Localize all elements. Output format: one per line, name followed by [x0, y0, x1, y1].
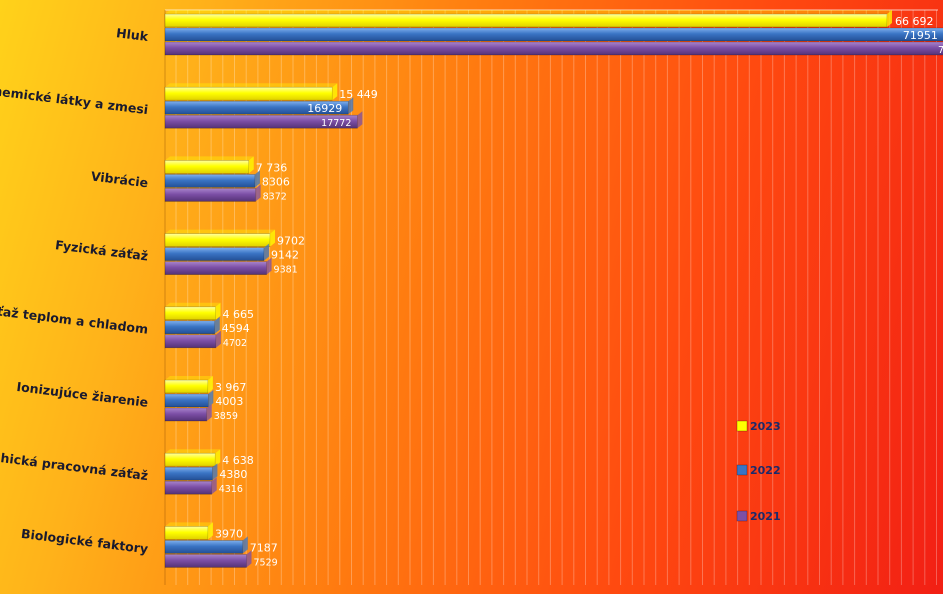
bar-2023: [164, 526, 209, 540]
bar-cap-2021: [206, 404, 212, 421]
value-label-2023: 3 967: [215, 381, 247, 394]
legend-label-2021: 2021: [750, 510, 781, 523]
bar-cap-2021: [266, 257, 272, 275]
bar-cap-2022: [263, 243, 269, 261]
legend-label-2023: 2023: [750, 420, 781, 433]
category-group: Biologické faktory 3970 7187 7529: [20, 522, 278, 568]
bar-cap-2023: [248, 156, 254, 174]
bar-2022: [164, 540, 244, 554]
bar-top-2023: [165, 522, 213, 527]
bar-2021: [164, 554, 247, 568]
bar-top-2023: [165, 156, 254, 161]
bar-top-2023: [165, 83, 338, 88]
category-label: Záťaž teplom a chladom: [0, 301, 149, 337]
bar-2021: [164, 407, 208, 422]
value-label-2023: 4 638: [222, 454, 254, 467]
value-label-2023: 66 692: [895, 15, 934, 28]
value-label-2022: 16929: [307, 102, 342, 115]
value-label-2022: 7187: [250, 541, 278, 554]
category-label: Chemické látky a zmesi: [0, 82, 149, 117]
bar-cap-2023: [270, 229, 276, 247]
value-label-2021: 7529: [254, 557, 278, 568]
bar-top-2023: [165, 376, 213, 380]
category-group: Hluk 66 6927195174746: [115, 10, 943, 56]
value-label-2022: 4003: [215, 395, 243, 408]
bar-2021: [164, 480, 213, 495]
value-label-2023: 4 665: [223, 308, 255, 321]
value-label-2021: 17772: [321, 118, 351, 129]
bar-cap-2023: [207, 376, 213, 393]
bar-2021: [164, 41, 943, 56]
bar-cap-2023: [887, 10, 892, 27]
legend: 2023 2022 2021: [736, 420, 781, 523]
bar-cap-2023: [215, 449, 221, 467]
value-label-2021: 4316: [219, 484, 243, 495]
value-label-2021: 3859: [214, 411, 238, 422]
value-label-2022: 4380: [219, 468, 247, 481]
bar-cap-2021: [211, 477, 217, 495]
value-label-2022: 8306: [262, 175, 290, 188]
bar-2021: [164, 334, 217, 349]
value-label-2021: 9381: [274, 265, 298, 276]
bar-cap-2023: [207, 522, 213, 540]
bar-top-2023: [165, 229, 276, 234]
bar-2021: [164, 261, 267, 275]
bar-cap-2022: [212, 463, 218, 481]
bar-top-2023: [165, 302, 221, 307]
bar-top-2023: [165, 10, 892, 14]
bar-top-2023: [165, 449, 221, 454]
value-label-2022: 71951: [903, 29, 938, 42]
bar-2021: [164, 188, 256, 202]
category-label: Fyzická záťaž: [54, 237, 149, 263]
bar-cap-2021: [255, 184, 261, 202]
bar-cap-2022: [254, 170, 260, 188]
legend-swatch-2021: [736, 510, 748, 522]
bar-cap-2021: [215, 330, 221, 348]
bar-cap-2022: [242, 536, 248, 554]
bar-cap-2021: [357, 111, 363, 129]
value-label-2023: 7 736: [256, 161, 288, 174]
category-label: Ionizujúce žiarenie: [16, 379, 149, 410]
bar-cap-2022: [214, 316, 220, 334]
bar-cap-2023: [215, 302, 221, 320]
bar-cap-2021: [246, 550, 252, 568]
value-label-2023: 9702: [277, 235, 305, 248]
bar-2022: [164, 174, 256, 188]
value-label-2022: 4594: [222, 322, 250, 335]
bar-cap-2023: [332, 83, 338, 101]
bar-cap-2022: [348, 97, 354, 115]
value-label-2021: 8372: [263, 191, 287, 202]
value-label-2023: 3970: [215, 527, 243, 540]
legend-swatch-2023: [736, 420, 748, 432]
bar-2022: [164, 27, 943, 42]
category-label: Hluk: [115, 25, 149, 44]
category-label: Biologické faktory: [20, 526, 149, 556]
value-label-2022: 9142: [271, 249, 299, 262]
legend-swatch-2022: [736, 464, 748, 476]
value-label-2021: 74746: [938, 45, 943, 56]
bar-cap-2022: [208, 390, 214, 407]
legend-label-2022: 2022: [750, 464, 781, 477]
value-label-2023: 15 449: [339, 88, 378, 101]
category-label: Psychická pracovná záťaž: [0, 446, 149, 483]
value-label-2021: 4702: [223, 338, 247, 349]
category-label: Vibrácie: [90, 168, 149, 190]
